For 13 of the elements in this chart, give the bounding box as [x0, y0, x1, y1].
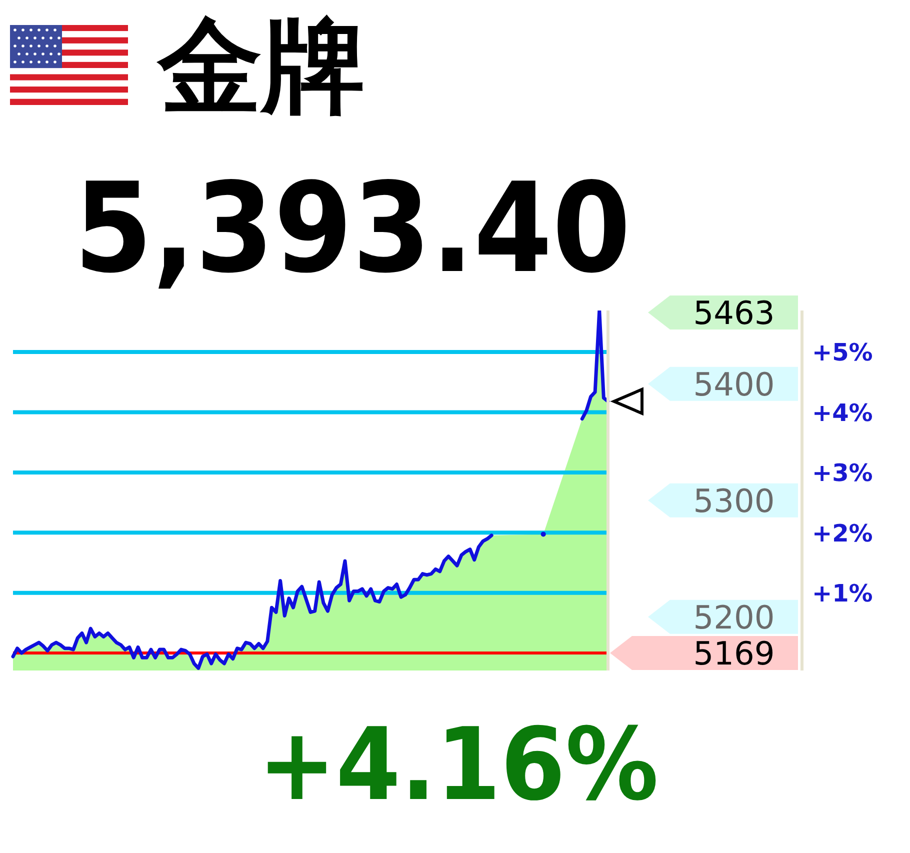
text: +4.16%	[258, 706, 659, 823]
y-tick-label: 5400	[693, 365, 775, 404]
ref-line-label: 5169	[693, 634, 775, 673]
y2-tick-label: +5%	[812, 338, 873, 367]
text: 5463	[693, 294, 775, 332]
y2-tick-label: +3%	[812, 459, 873, 488]
y-tick-label: 5300	[693, 482, 775, 520]
y2-tick-label: +1%	[812, 579, 873, 608]
y2-tick-label: +2%	[812, 519, 873, 548]
y-tick-label: 5200	[693, 598, 775, 636]
y2-tick-label: +4%	[812, 398, 873, 427]
chart-subtitle: 5,393.40	[74, 157, 631, 301]
chart-title: 金牌	[158, 5, 366, 127]
